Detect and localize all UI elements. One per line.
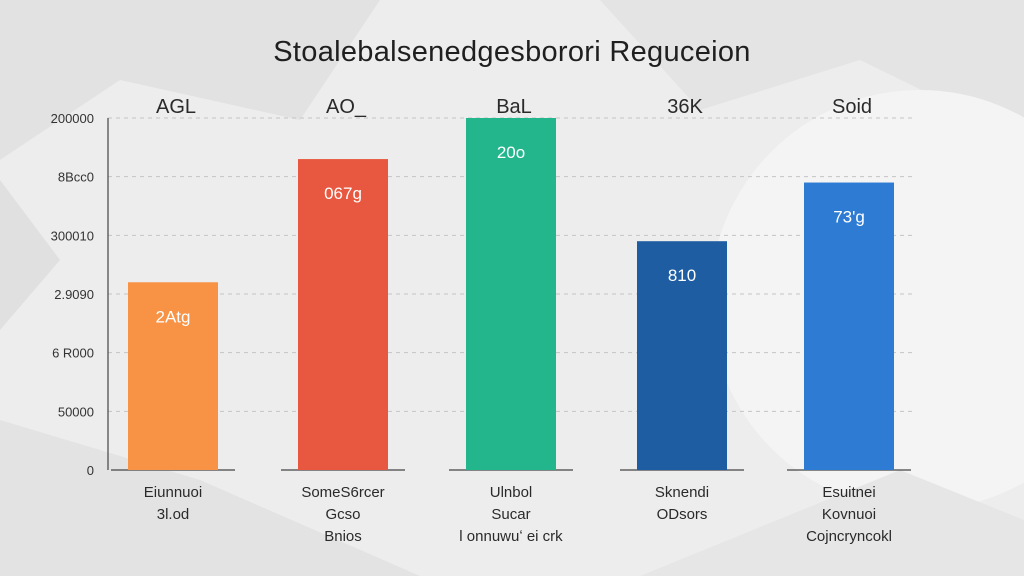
bar [298, 159, 388, 471]
bar-value-label: 20o [497, 143, 525, 162]
bar-value-label: 810 [668, 266, 696, 285]
bar-top-label: AGL [156, 96, 196, 118]
y-tick-label: 300010 [51, 228, 94, 243]
x-category-label: Sucar [491, 506, 530, 523]
x-category-label: SomeS6rcer [301, 484, 384, 501]
bar-top-label: BaL [496, 96, 532, 118]
y-tick-label: 200000 [51, 111, 94, 126]
y-tick-label: 8Bcc0 [58, 170, 94, 185]
x-category-label: Sknendi [655, 484, 709, 501]
bar-value-label: 73'g [833, 208, 865, 227]
y-tick-label: 2.9090 [54, 287, 94, 302]
bar-top-label: AO_ [326, 96, 367, 118]
bar-value-label: 067g [324, 184, 362, 203]
x-category-label: ODsors [657, 506, 708, 523]
bar-top-label: Soid [832, 96, 872, 118]
x-category-label: Kovnuoi [822, 506, 876, 523]
bar [128, 282, 218, 470]
bar [804, 182, 894, 471]
y-tick-label: 0 [87, 463, 94, 478]
y-tick-label: 50000 [58, 404, 94, 419]
x-category-label: 3l.od [157, 506, 190, 523]
x-category-label: Cojncryncokl [806, 528, 892, 545]
bar [466, 118, 556, 470]
y-tick-label: 6 R000 [52, 346, 94, 361]
x-category-label: Esuitnei [822, 484, 875, 501]
chart-title: Stoalebalsenedgesborori Reguceion [273, 36, 751, 68]
bar-top-label: 36K [667, 96, 703, 118]
x-category-label: Bnios [324, 528, 362, 545]
x-category-label: l onnuwuʻ ei crk [459, 528, 563, 545]
x-category-label: Gcso [325, 506, 360, 523]
x-category-label: Eiunnuoi [144, 484, 202, 501]
bar-value-label: 2Atg [156, 307, 191, 326]
x-category-label: Ulnbol [490, 484, 533, 501]
bar [637, 241, 727, 470]
